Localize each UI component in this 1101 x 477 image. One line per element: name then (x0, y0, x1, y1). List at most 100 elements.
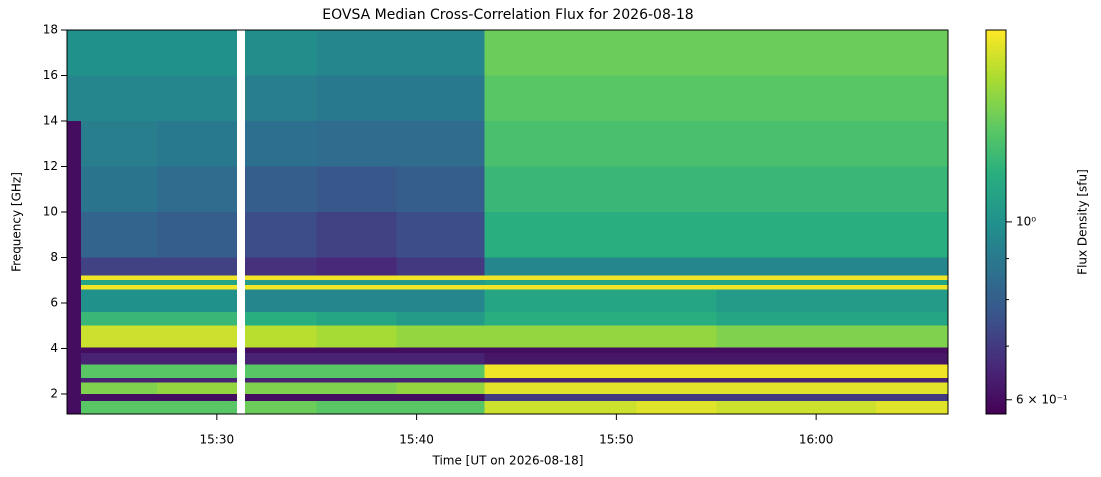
colorbar-segment (986, 182, 1006, 187)
heatmap-cell (796, 400, 877, 414)
colorbar-segment (986, 246, 1006, 251)
heatmap-cell (876, 393, 948, 401)
heatmap-cell (796, 364, 877, 379)
colorbar-segment (986, 138, 1006, 143)
colorbar-segment (986, 66, 1006, 71)
heatmap-cell (556, 353, 637, 365)
heatmap-cell (796, 347, 877, 354)
heatmap-cell (796, 378, 877, 383)
heatmap-cell (80, 312, 157, 326)
heatmap-cell (796, 289, 877, 313)
heatmap-cell (244, 275, 317, 281)
y-axis-label: Frequency [GHz] (10, 172, 24, 272)
colorbar-segment (986, 354, 1006, 359)
colorbar-segment (986, 234, 1006, 239)
heatmap-cell (484, 312, 557, 326)
colorbar-tick-label: 6 × 10⁻¹ (1016, 392, 1068, 406)
heatmap-cell (67, 275, 81, 281)
heatmap-cell (716, 280, 797, 285)
heatmap-cell (876, 347, 948, 354)
colorbar-segment (986, 330, 1006, 335)
heatmap-cell (484, 275, 557, 281)
heatmap-cell (67, 289, 81, 313)
colorbar-segment (986, 378, 1006, 383)
colorbar-segment (986, 366, 1006, 371)
colorbar-segment (986, 130, 1006, 135)
colorbar-segment (986, 350, 1006, 355)
heatmap-cell (156, 382, 237, 394)
heatmap-cell (396, 364, 485, 379)
colorbar-segment (986, 186, 1006, 191)
heatmap-cell (396, 325, 485, 348)
colorbar-segment (986, 226, 1006, 231)
colorbar-segment (986, 102, 1006, 107)
heatmap-cell (876, 280, 948, 285)
heatmap-cell (636, 400, 717, 414)
colorbar-segment (986, 286, 1006, 291)
heatmap-cell (396, 211, 485, 258)
heatmap-cell (556, 382, 637, 394)
heatmap-cell (156, 275, 237, 281)
colorbar-segment (986, 170, 1006, 175)
heatmap-cell (67, 353, 81, 365)
chart-title: EOVSA Median Cross-Correlation Flux for … (322, 7, 693, 23)
heatmap-cell (316, 393, 397, 401)
heatmap-cell (244, 289, 317, 313)
colorbar-segment (986, 290, 1006, 295)
colorbar-segment (986, 410, 1006, 415)
heatmap-cell (316, 382, 397, 394)
colorbar-segment (986, 394, 1006, 399)
heatmap-cell (80, 289, 157, 313)
heatmap-cell (67, 325, 81, 348)
heatmap-cell (636, 364, 717, 379)
colorbar-segment (986, 218, 1006, 223)
colorbar-segment (986, 162, 1006, 167)
heatmap-cell (636, 289, 717, 313)
heatmap-cell (156, 325, 237, 348)
heatmap-cell (396, 353, 485, 365)
heatmap-cell (244, 166, 317, 212)
heatmap-cell (244, 257, 317, 276)
colorbar-segment (986, 106, 1006, 111)
heatmap-cell (80, 364, 157, 379)
colorbar-segment (986, 398, 1006, 403)
heatmap-cell (716, 400, 797, 414)
heatmap-cell (244, 382, 317, 394)
heatmap-cell (396, 75, 485, 121)
heatmap-cell (67, 257, 81, 276)
colorbar-segment (986, 46, 1006, 51)
heatmap-cell (316, 400, 397, 414)
y-tick-label: 6 (50, 295, 58, 309)
heatmap-cell (244, 312, 317, 326)
heatmap-cell (244, 364, 317, 379)
colorbar-segment (986, 274, 1006, 279)
colorbar-segment (986, 110, 1006, 115)
heatmap-cell (244, 120, 317, 167)
heatmap-cell (244, 393, 317, 401)
x-tick-label: 16:00 (799, 433, 834, 447)
heatmap-cell (156, 211, 237, 258)
colorbar-segment (986, 370, 1006, 375)
heatmap-cell (316, 280, 397, 285)
heatmap-cell (67, 347, 81, 354)
colorbar-segment (986, 38, 1006, 43)
heatmap-cell (796, 312, 877, 326)
heatmap-cell (716, 353, 797, 365)
y-tick-label: 8 (50, 250, 58, 264)
heatmap-cell (316, 289, 397, 313)
heatmap-cell (556, 325, 637, 348)
heatmap-cell (156, 347, 237, 354)
heatmap-cell (716, 30, 797, 76)
heatmap-cell (556, 280, 637, 285)
heatmap-cell (636, 120, 717, 167)
heatmap-cell (876, 30, 948, 76)
heatmap-cell (484, 393, 557, 401)
colorbar-segment (986, 166, 1006, 171)
colorbar-segment (986, 262, 1006, 267)
colorbar-segment (986, 50, 1006, 55)
heatmap-cell (244, 325, 317, 348)
heatmap-cell (156, 30, 237, 76)
colorbar-segment (986, 134, 1006, 139)
heatmap-cell (556, 393, 637, 401)
heatmap-cell (484, 120, 557, 167)
